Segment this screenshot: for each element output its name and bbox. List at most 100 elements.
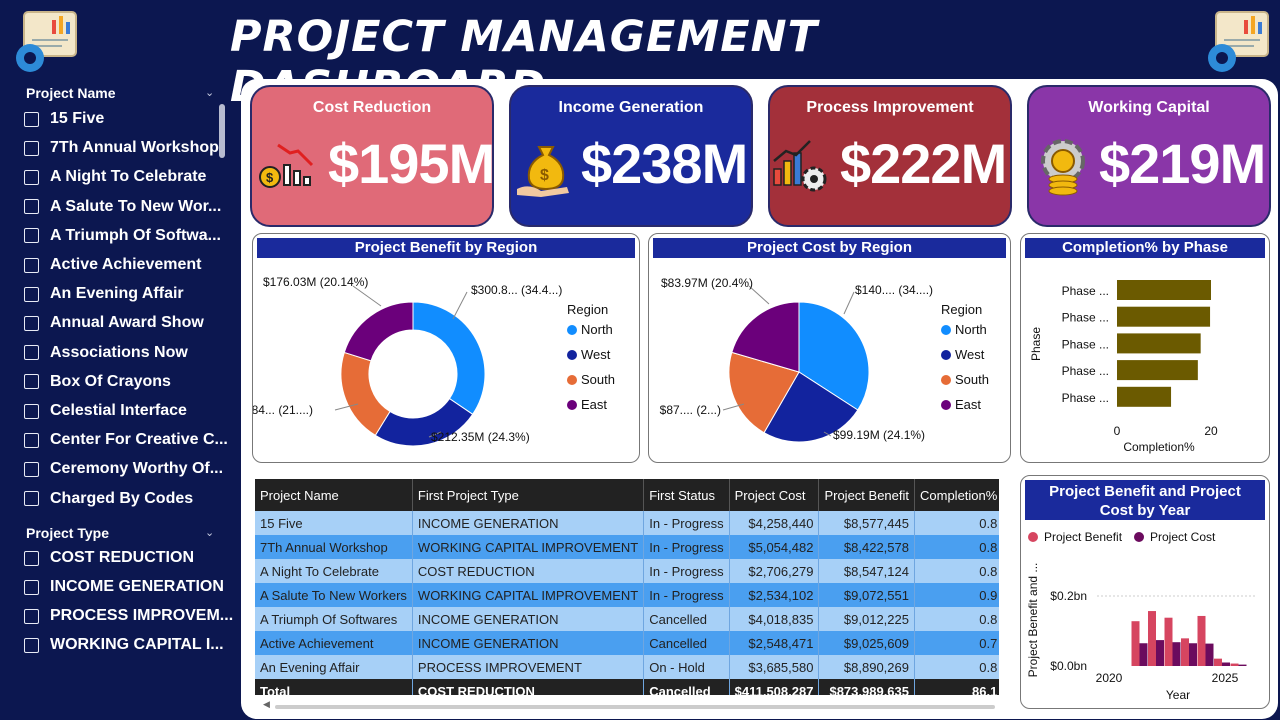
cost-bar[interactable]: [1172, 642, 1181, 666]
cost-bar[interactable]: [1205, 643, 1214, 666]
table-row[interactable]: An Evening Affair PROCESS IMPROVEMENT On -…: [255, 655, 999, 679]
legend-item[interactable]: North: [955, 322, 987, 337]
checkbox[interactable]: [24, 550, 39, 566]
chevron-down-icon[interactable]: ⌄: [205, 527, 215, 539]
projects-table[interactable]: Project Name First Project Type First Stat…: [255, 479, 999, 695]
cost-bar[interactable]: [1189, 643, 1197, 666]
checkbox[interactable]: [24, 579, 39, 595]
phase-bar[interactable]: [1117, 386, 1172, 407]
checkbox[interactable]: [24, 199, 39, 215]
phase-bar[interactable]: [1117, 360, 1198, 381]
slicer-scrollbar[interactable]: [219, 104, 225, 158]
cost-bar[interactable]: [1222, 662, 1230, 667]
legend-item[interactable]: Project Cost: [1150, 530, 1216, 544]
checkbox[interactable]: [24, 286, 39, 302]
project-name-item[interactable]: 15 Five: [24, 108, 104, 130]
checkbox[interactable]: [24, 111, 39, 127]
column-header[interactable]: First Project Type: [412, 479, 645, 511]
table-row[interactable]: A Night To Celebrate COST REDUCTION In - P…: [255, 559, 999, 583]
legend-item[interactable]: West: [955, 347, 985, 362]
project-type-item[interactable]: PROCESS IMPROVEM...: [24, 605, 233, 627]
project-name-item[interactable]: Charged By Codes: [24, 488, 193, 510]
project-name-item[interactable]: Annual Award Show: [24, 312, 204, 334]
pie-slice-west[interactable]: [763, 371, 859, 443]
column-header[interactable]: First Status: [643, 479, 730, 511]
pie-slice-north[interactable]: [412, 301, 486, 415]
kpi-card-cost-reduction[interactable]: Cost Reduction $ $195M: [250, 85, 495, 227]
checkbox[interactable]: [24, 608, 39, 624]
table-horizontal-scrollbar[interactable]: ◀: [263, 699, 1003, 710]
legend-item[interactable]: South: [581, 372, 615, 387]
project-name-item[interactable]: A Salute To New Wor...: [24, 196, 221, 218]
table-row[interactable]: A Triumph Of Softwares INCOME GENERATION C…: [255, 607, 999, 631]
checkbox[interactable]: [24, 315, 39, 331]
benefit-bar[interactable]: [1214, 658, 1222, 666]
project-name-item[interactable]: A Night To Celebrate: [24, 166, 206, 188]
legend-item[interactable]: Project Benefit: [1044, 530, 1123, 544]
project-type-item[interactable]: COST REDUCTION: [24, 547, 194, 569]
legend-item[interactable]: North: [581, 322, 613, 337]
project-name-item[interactable]: Box Of Crayons: [24, 371, 171, 393]
benefit-by-region-chart[interactable]: Project Benefit by Region $300.8... (34.…: [252, 233, 640, 463]
checkbox[interactable]: [24, 403, 39, 419]
cost-bar[interactable]: [1238, 664, 1247, 666]
legend-item[interactable]: South: [955, 372, 989, 387]
project-name-item[interactable]: Associations Now: [24, 342, 188, 364]
cost-bar[interactable]: [1156, 640, 1164, 666]
project-type-item[interactable]: INCOME GENERATION: [24, 576, 224, 598]
legend-item[interactable]: East: [955, 397, 981, 412]
column-header[interactable]: Completion%: [914, 479, 999, 511]
checkbox[interactable]: [24, 432, 39, 448]
benefit-bar[interactable]: [1131, 621, 1140, 666]
column-header[interactable]: Project Benefit: [818, 479, 915, 511]
legend-item[interactable]: East: [581, 397, 607, 412]
pie-slice-east[interactable]: [343, 301, 414, 362]
benefit-bar[interactable]: [1197, 615, 1206, 666]
checkbox[interactable]: [24, 257, 39, 273]
checkbox[interactable]: [24, 374, 39, 390]
leader-line: [334, 403, 359, 411]
project-name-item[interactable]: Center For Creative C...: [24, 429, 228, 451]
kpi-card-income-generation[interactable]: Income Generation $ $238M: [509, 85, 753, 227]
chevron-down-icon[interactable]: ⌄: [205, 87, 215, 99]
benefit-bar[interactable]: [1230, 663, 1239, 666]
column-header[interactable]: Project Cost: [729, 479, 820, 511]
checkbox[interactable]: [24, 169, 39, 185]
project-name-item[interactable]: An Evening Affair: [24, 283, 184, 305]
benefit-bar[interactable]: [1148, 611, 1156, 666]
table-row[interactable]: A Salute To New Workers WORKING CAPITAL I…: [255, 583, 999, 607]
x-tick-label: 2020: [1096, 671, 1123, 685]
checkbox[interactable]: [24, 637, 39, 653]
pie-slice-south[interactable]: [340, 351, 391, 437]
legend-item[interactable]: West: [581, 347, 611, 362]
phase-bar[interactable]: [1117, 306, 1211, 327]
checkbox[interactable]: [24, 140, 39, 156]
pie-slice-south[interactable]: [728, 351, 800, 434]
project-type-item-label: PROCESS IMPROVEM...: [50, 607, 234, 624]
table-row[interactable]: 15 Five INCOME GENERATION In - Progress $4,…: [255, 511, 999, 535]
checkbox[interactable]: [24, 491, 39, 507]
project-name-item[interactable]: 7Th Annual Workshop: [24, 137, 219, 159]
project-name-item[interactable]: Celestial Interface: [24, 400, 187, 422]
checkbox[interactable]: [24, 461, 39, 477]
project-name-item[interactable]: A Triumph Of Softwa...: [24, 225, 221, 247]
completion-by-phase-chart[interactable]: Completion% by Phase Phase ... Phase ... P…: [1020, 233, 1270, 463]
phase-bar[interactable]: [1117, 280, 1211, 300]
column-header[interactable]: Project Name: [255, 479, 413, 511]
phase-bar[interactable]: [1117, 333, 1201, 354]
table-row[interactable]: Active Achievement INCOME GENERATION Cance…: [255, 631, 999, 655]
kpi-card-process-improvement[interactable]: Process Improvement $222M: [768, 85, 1012, 227]
pie-slice-east[interactable]: [731, 301, 800, 373]
benefit-cost-by-year-chart[interactable]: Project Benefit and Project Cost by Year…: [1020, 475, 1270, 709]
project-name-item[interactable]: Ceremony Worthy Of...: [24, 458, 223, 480]
checkbox[interactable]: [24, 228, 39, 244]
cost-bar[interactable]: [1139, 643, 1148, 666]
table-row[interactable]: 7Th Annual Workshop WORKING CAPITAL IMPRO…: [255, 535, 999, 559]
kpi-card-working-capital[interactable]: Working Capital $219M: [1027, 85, 1271, 227]
cost-by-region-chart[interactable]: Project Cost by Region $140.... (34....)…: [648, 233, 1011, 463]
project-name-item[interactable]: Active Achievement: [24, 254, 201, 276]
benefit-bar[interactable]: [1164, 617, 1173, 666]
project-type-item[interactable]: WORKING CAPITAL I...: [24, 634, 224, 656]
benefit-bar[interactable]: [1181, 638, 1189, 666]
checkbox[interactable]: [24, 345, 39, 361]
